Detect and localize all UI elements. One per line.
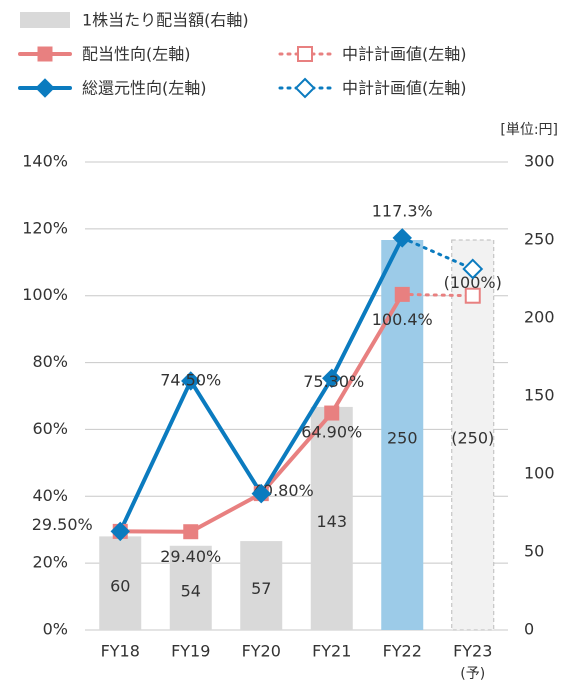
bar-label: 54 — [181, 581, 201, 600]
marker — [392, 228, 412, 248]
legend-label: 中計計画値(左軸) — [342, 45, 467, 64]
legend-label: 中計計画値(左軸) — [342, 79, 467, 98]
marker — [251, 483, 271, 504]
y-tick-label: 20% — [32, 553, 68, 572]
legend-marker — [294, 77, 316, 99]
y2-tick-label: 300 — [524, 152, 555, 171]
bar — [169, 545, 212, 630]
bar-label: 60 — [110, 577, 130, 596]
y-tick-label: 100% — [22, 285, 68, 304]
y2-tick-label: 50 — [524, 542, 544, 561]
marker — [181, 371, 201, 391]
unit-label: [単位:円] — [500, 122, 558, 138]
bar — [99, 536, 142, 630]
bar-label: (250) — [451, 429, 494, 448]
legend-label: 1株当たり配当額(右軸) — [82, 11, 249, 30]
legend-marker — [37, 46, 53, 62]
marker — [394, 286, 410, 302]
data-label: 29.40% — [160, 547, 221, 566]
bar — [451, 239, 495, 631]
x-tick-label: FY19 — [171, 642, 210, 661]
legend-label: 配当性向(左軸) — [82, 45, 191, 64]
bar-label: 57 — [251, 579, 271, 598]
bar — [310, 406, 353, 630]
x-tick-label: FY18 — [101, 642, 140, 661]
plan-line — [400, 292, 475, 298]
legend-marker — [297, 46, 313, 62]
legend-label: 総還元性向(左軸) — [82, 79, 207, 98]
marker — [322, 368, 342, 388]
y2-tick-label: 100 — [524, 464, 555, 483]
x-tick-label: FY23 — [453, 642, 492, 661]
legend-swatch — [20, 12, 70, 28]
y-tick-label: 80% — [32, 352, 68, 371]
data-label: (100%) — [444, 273, 502, 292]
x-tick-label: FY22 — [383, 642, 422, 661]
y-tick-label: 40% — [32, 486, 68, 505]
y-tick-label: 60% — [32, 419, 68, 438]
marker — [183, 524, 199, 540]
x-tick-label: FY21 — [312, 642, 351, 661]
plan-line — [400, 236, 475, 271]
bar-label: 143 — [316, 512, 347, 531]
data-label: 75.30% — [303, 372, 364, 391]
data-label: 100.4% — [372, 310, 433, 329]
data-label: 29.50% — [32, 515, 93, 534]
y-tick-label: 120% — [22, 218, 68, 237]
y-tick-label: 0% — [43, 620, 68, 639]
marker — [464, 287, 481, 304]
x-tick-label: FY20 — [242, 642, 281, 661]
bar — [240, 541, 283, 630]
data-label: 117.3% — [372, 201, 433, 220]
y2-tick-label: 250 — [524, 230, 555, 249]
bar — [381, 240, 424, 630]
marker — [324, 405, 340, 421]
y2-tick-label: 150 — [524, 386, 555, 405]
data-label: 64.90% — [301, 423, 362, 442]
marker — [462, 258, 484, 280]
forecast-label: (予) — [460, 666, 485, 682]
data-label: 74.50% — [160, 370, 221, 389]
y2-tick-label: 200 — [524, 308, 555, 327]
marker — [110, 521, 130, 542]
bar-label: 250 — [387, 429, 418, 448]
y2-tick-label: 0 — [524, 620, 534, 639]
legend-marker — [35, 78, 55, 98]
y-tick-label: 140% — [22, 152, 68, 171]
